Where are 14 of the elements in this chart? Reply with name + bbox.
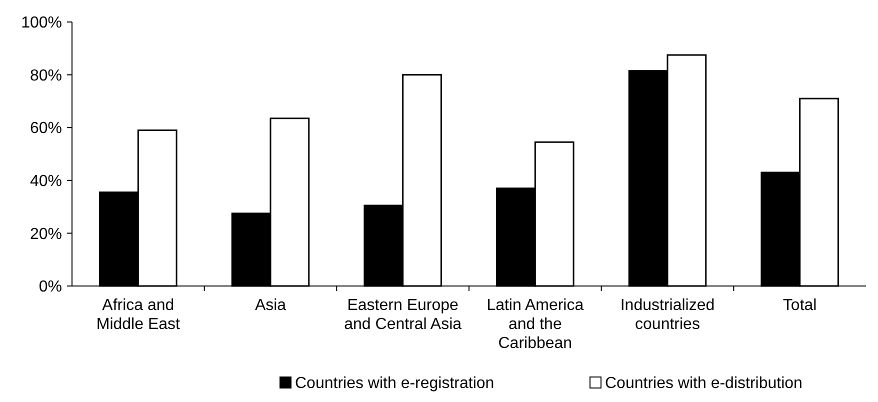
- y-tick-label: 60%: [30, 120, 62, 138]
- y-tick-label: 20%: [30, 226, 62, 243]
- x-tick-label: Asia: [254, 297, 286, 314]
- x-tick-label: Africa and Middle East: [96, 297, 181, 333]
- y-tick-label: 0%: [38, 278, 62, 296]
- y-tick-label: 100%: [21, 14, 62, 32]
- x-tick-label: Latin America and the Caribbean: [486, 297, 584, 352]
- x-tick-label: Total: [782, 297, 817, 314]
- legend-label: Countries with e-distribution: [605, 375, 802, 392]
- x-tick-label: Industrialized countries: [620, 297, 715, 333]
- x-tick-label: Eastern Europe and Central Asia: [344, 297, 462, 333]
- legend-label: Countries with e-registration: [295, 375, 494, 392]
- y-tick-label: 80%: [30, 67, 62, 84]
- y-tick-label: 40%: [30, 173, 62, 190]
